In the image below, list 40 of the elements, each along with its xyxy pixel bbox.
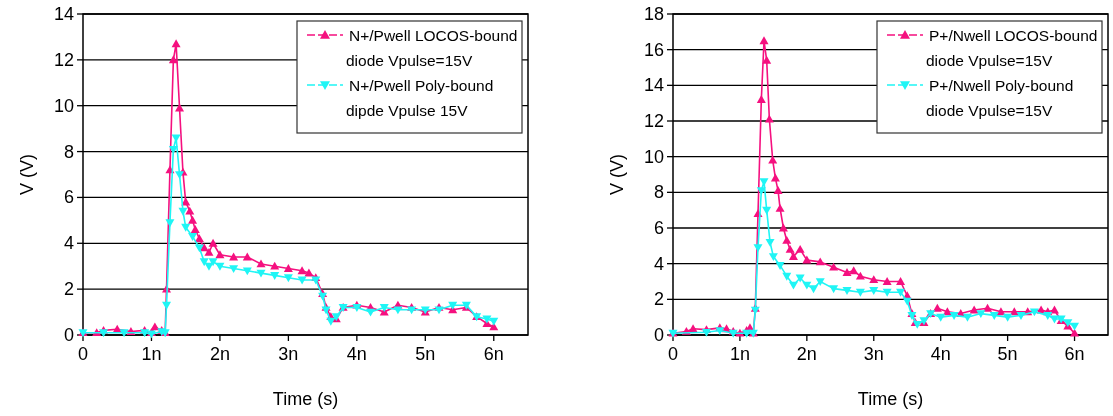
x-tick-label: 6n xyxy=(1064,344,1085,364)
y-tick-label: 8 xyxy=(63,141,74,162)
y-tick-label: 10 xyxy=(643,146,664,167)
y-tick-label: 12 xyxy=(643,111,664,131)
legend-label: N+/Pwell Poly-bound dipde Vpulse 15V xyxy=(346,77,494,119)
x-tick-label: 4n xyxy=(930,344,951,364)
y-tick-label: 6 xyxy=(63,187,74,208)
x-tick-label: 5n xyxy=(997,344,1018,364)
x-tick-label: 1n xyxy=(729,344,750,364)
y-tick-label: 12 xyxy=(53,49,74,70)
x-tick-label: 3n xyxy=(278,344,299,364)
y-tick-label: 8 xyxy=(653,182,664,203)
x-tick-label: 6n xyxy=(483,344,504,364)
y-tick-label: 4 xyxy=(653,253,664,274)
x-tick-label: 4n xyxy=(346,344,367,364)
x-tick-label: 0 xyxy=(667,344,679,364)
x-tick-label: 1n xyxy=(141,344,162,364)
y-tick-label: 18 xyxy=(643,4,664,24)
y-tick-label: 2 xyxy=(653,289,664,310)
y-tick-label: 4 xyxy=(63,233,74,254)
y-tick-label: 14 xyxy=(643,75,664,96)
y-tick-label: 0 xyxy=(653,325,664,345)
x-tick-label: 2n xyxy=(796,344,817,364)
legend-label: N+/Pwell LOCOS-bound diode Vpulse=15V xyxy=(346,27,518,69)
y-tick-label: 6 xyxy=(653,218,664,238)
legend-label: P+/Nwell LOCOS-bound diode Vpulse=15V xyxy=(926,27,1098,69)
y-tick-label: 2 xyxy=(63,279,74,300)
y-tick-label: 16 xyxy=(643,39,664,60)
y-tick-label: 10 xyxy=(53,95,74,116)
x-tick-label: 3n xyxy=(863,344,884,364)
x-tick-label: 0 xyxy=(77,344,89,364)
y-tick-label: 0 xyxy=(63,325,74,345)
x-tick-label: 2n xyxy=(209,344,230,364)
y-tick-label: 14 xyxy=(53,4,74,24)
legend-label: P+/Nwell Poly-bound diode Vpulse=15V xyxy=(926,77,1074,119)
y-axis-title: V (V) xyxy=(607,153,627,196)
x-axis-title: Time (s) xyxy=(857,389,924,409)
x-tick-label: 5n xyxy=(415,344,436,364)
x-axis-title: Time (s) xyxy=(272,389,339,409)
y-axis-title: V (V) xyxy=(17,153,37,196)
